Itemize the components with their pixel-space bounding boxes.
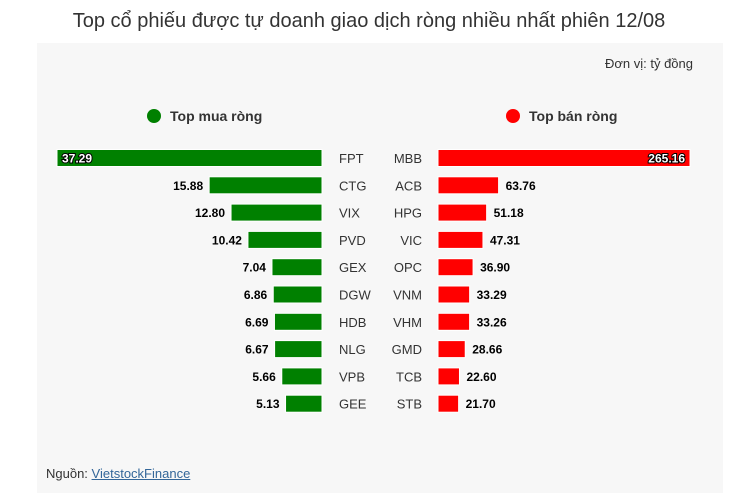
buy-category-label: GEX <box>339 260 367 275</box>
buy-category-label: GEE <box>339 397 367 412</box>
legend-buy-label: Top mua ròng <box>170 108 263 124</box>
source-link[interactable]: VietstockFinance <box>91 466 191 481</box>
buy-bar-pvd <box>247 230 323 249</box>
sell-category-label: STB <box>397 397 422 412</box>
buy-value-label: 37.29 <box>62 152 92 166</box>
buy-category-label: PVD <box>339 233 366 248</box>
sell-value-label: 28.66 <box>472 343 502 357</box>
buy-category-label: NLG <box>339 342 366 357</box>
buy-value-label: 5.66 <box>252 370 276 384</box>
sell-category-label: ACB <box>395 178 422 193</box>
buy-category-label: VIX <box>339 206 360 221</box>
legend-buy[interactable]: Top mua ròng <box>147 108 262 124</box>
sell-value-label: 265.16 <box>648 152 685 166</box>
sell-category-label: VIC <box>400 233 422 248</box>
source-line: Nguồn: VietstockFinance <box>46 466 190 481</box>
sell-value-label: 33.26 <box>477 315 507 329</box>
buy-bar-hdb <box>273 312 323 331</box>
buy-bar-vix <box>230 203 323 222</box>
sell-value-label: 63.76 <box>506 179 536 193</box>
buy-bar-dgw <box>272 285 323 304</box>
legend-sell-marker <box>506 109 520 123</box>
sell-value-label: 33.29 <box>477 288 507 302</box>
sell-bar-acb <box>437 176 500 195</box>
buy-value-label: 15.88 <box>173 179 203 193</box>
sell-category-label: TCB <box>396 369 422 384</box>
sell-bar-mbb <box>437 149 691 167</box>
sell-category-label: VNM <box>393 288 422 303</box>
sell-category-label: VHM <box>393 315 422 330</box>
sell-bar-tcb <box>437 367 460 386</box>
sell-bar-gmd <box>437 340 466 359</box>
buy-category-label: FPT <box>339 151 364 166</box>
buy-value-label: 12.80 <box>195 206 225 220</box>
buy-category-label: HDB <box>339 315 366 330</box>
buy-bar-gex <box>271 258 323 277</box>
sell-bar-opc <box>437 258 474 277</box>
buy-value-label: 7.04 <box>243 261 267 275</box>
sell-value-label: 36.90 <box>480 261 510 275</box>
buy-value-label: 6.86 <box>244 288 268 302</box>
buy-bar-vpb <box>281 367 323 386</box>
sell-bar-vhm <box>437 312 471 331</box>
sell-category-label: OPC <box>394 260 422 275</box>
buy-bar-nlg <box>274 340 323 359</box>
buy-value-label: 10.42 <box>212 233 242 247</box>
legend-sell[interactable]: Top bán ròng <box>506 108 617 124</box>
sell-bar-hpg <box>437 203 488 222</box>
buy-category-label: VPB <box>339 369 365 384</box>
legend-sell-label: Top bán ròng <box>529 108 618 124</box>
buy-value-label: 6.69 <box>245 315 269 329</box>
buy-value-label: 5.13 <box>256 397 280 411</box>
sell-value-label: 21.70 <box>466 397 496 411</box>
buy-bar-gee <box>285 394 323 413</box>
sell-bar-vic <box>437 230 484 249</box>
buy-bar-fpt <box>56 149 323 167</box>
sell-bar-vnm <box>437 285 471 304</box>
sell-bar-stb <box>437 394 460 413</box>
sell-value-label: 51.18 <box>494 206 524 220</box>
legend-buy-marker <box>147 109 161 123</box>
buy-category-label: CTG <box>339 178 366 193</box>
chart-title: Top cổ phiếu được tự doanh giao dịch ròn… <box>72 10 666 32</box>
sell-category-label: HPG <box>394 206 422 221</box>
buy-category-label: DGW <box>339 288 372 303</box>
buy-value-label: 6.67 <box>245 343 269 357</box>
sell-value-label: 22.60 <box>466 370 496 384</box>
unit-label: Đơn vị: tỷ đồng <box>604 56 693 71</box>
sell-value-label: 47.31 <box>490 233 520 247</box>
sell-category-label: MBB <box>394 151 422 166</box>
source-label: Nguồn: <box>46 466 88 481</box>
sell-category-label: GMD <box>392 342 422 357</box>
buy-bar-ctg <box>208 176 323 195</box>
